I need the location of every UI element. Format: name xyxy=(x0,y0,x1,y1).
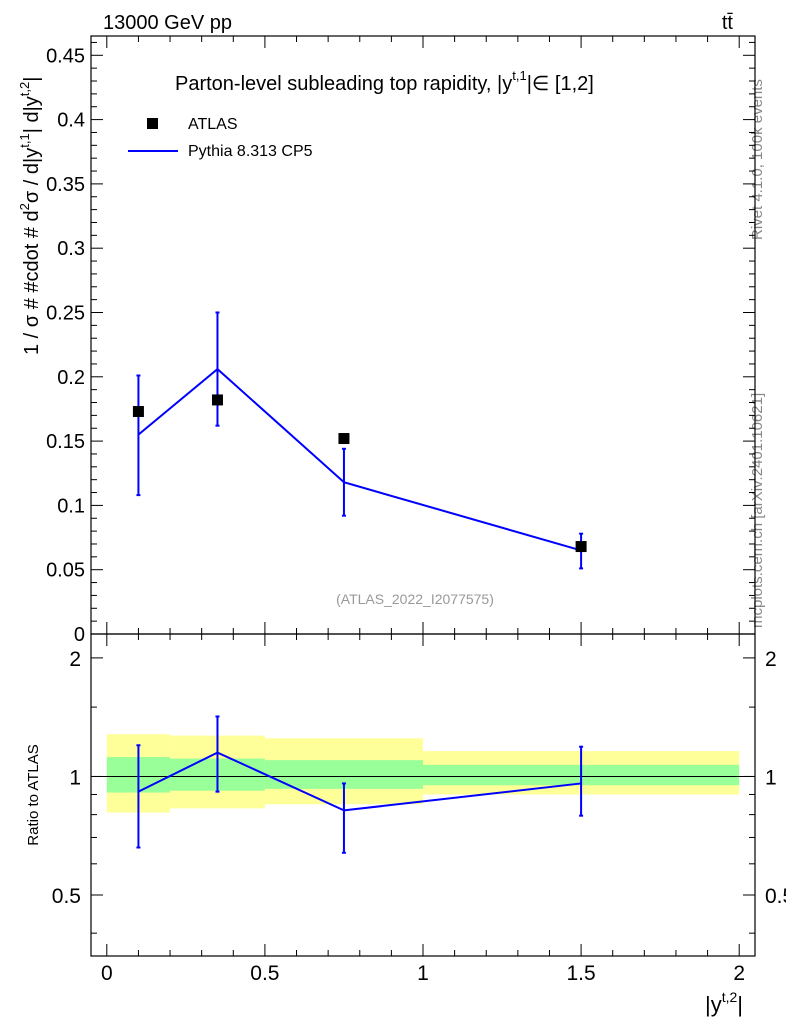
x-tick-label: 0.5 xyxy=(250,962,279,985)
ratio-panel: 0.5 0.5 1 1 2 2 0 0.5 1 1.5 2 Ratio to ATLAS |yt,2… xyxy=(25,633,786,1017)
ylabel-sup2: 2 xyxy=(17,203,32,210)
ylabel-c: | d|y xyxy=(21,96,43,133)
xlabel: |yt,2| xyxy=(705,989,743,1017)
x-tick-label: 2 xyxy=(733,962,745,985)
atlas-point xyxy=(338,433,350,445)
ylabel-sup-t1: t,1 xyxy=(17,133,32,147)
legend-atlas-marker xyxy=(147,118,158,129)
main-title: Parton-level subleading top rapidity, |y… xyxy=(175,68,594,95)
x-tick-label: 0 xyxy=(101,962,113,985)
ratio-y-tick-label: 2 xyxy=(69,648,81,671)
y-tick-label: 0.35 xyxy=(46,174,85,196)
ratio-y-tick-label: 1 xyxy=(69,766,81,789)
title-sup: t,1 xyxy=(512,68,526,83)
ratio-y-tick-label-right: 0.5 xyxy=(765,885,786,908)
process-label: tt̄ xyxy=(722,12,734,34)
atlas-point xyxy=(132,406,144,418)
ylabel-d: | xyxy=(21,77,43,82)
ratio-y-tick-label-right: 2 xyxy=(765,648,777,671)
xlabel-base: |y xyxy=(705,992,722,1017)
xlabel-tail: | xyxy=(737,992,743,1017)
ratio-ylabel: Ratio to ATLAS xyxy=(25,744,42,845)
main-marks xyxy=(132,311,587,570)
main-ylabel: 1 / σ # #cdot # d2σ / d|yt,1| d|yt,2| xyxy=(17,77,43,355)
main-panel: 0 0.05 0.1 0.15 0.2 0.25 0.3 0.35 0.4 0.45 Parton… xyxy=(17,35,756,646)
y-tick-label: 0 xyxy=(74,624,85,646)
x-tick-label: 1 xyxy=(417,962,429,985)
rivet-label: Rivet 4.1.0, 100k events xyxy=(749,79,766,240)
atlas-point xyxy=(575,541,587,553)
legend-atlas-label: ATLAS xyxy=(188,116,238,133)
atlas-point xyxy=(211,394,223,406)
ylabel-sup-t2: t,2 xyxy=(17,82,32,96)
y-tick-label: 0.25 xyxy=(46,302,85,324)
x-tick-label: 1.5 xyxy=(566,962,595,985)
xlabel-sup: t,2 xyxy=(722,989,738,1005)
y-tick-label: 0.4 xyxy=(57,110,85,132)
ratio-y-tick-label: 0.5 xyxy=(52,885,81,908)
y-tick-label: 0.2 xyxy=(57,367,85,389)
analysis-watermark: (ATLAS_2022_I2077575) xyxy=(336,591,494,607)
ylabel-a: 1 / σ # #cdot # d xyxy=(21,210,43,355)
title-tail: |∈ [1,2] xyxy=(527,73,594,95)
y-tick-label: 0.1 xyxy=(57,495,85,517)
y-tick-label: 0.05 xyxy=(46,560,85,582)
main-ticks: 0 0.05 0.1 0.15 0.2 0.25 0.3 0.35 0.4 0.45 xyxy=(46,36,755,646)
title-main: Parton-level subleading top rapidity, |y xyxy=(175,73,512,95)
legend-pythia-label: Pythia 8.313 CP5 xyxy=(188,143,313,160)
pythia-line xyxy=(137,367,582,552)
energy-label: 13000 GeV pp xyxy=(103,12,232,34)
ratio-ticks: 0.5 0.5 1 1 2 2 0 0.5 1 1.5 2 xyxy=(52,634,786,985)
ratio-pythia-line xyxy=(137,751,582,812)
y-tick-label: 0.15 xyxy=(46,431,85,453)
ratio-marks xyxy=(91,715,755,854)
ratio-y-tick-label-right: 1 xyxy=(765,766,777,789)
y-tick-label: 0.3 xyxy=(57,238,85,260)
ylabel-b: σ / d|y xyxy=(21,148,43,203)
y-tick-label: 0.45 xyxy=(46,45,85,67)
